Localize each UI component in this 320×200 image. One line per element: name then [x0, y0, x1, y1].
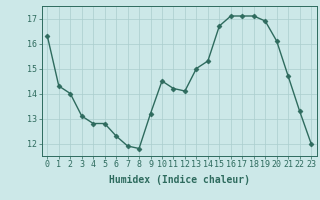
X-axis label: Humidex (Indice chaleur): Humidex (Indice chaleur) [109, 175, 250, 185]
